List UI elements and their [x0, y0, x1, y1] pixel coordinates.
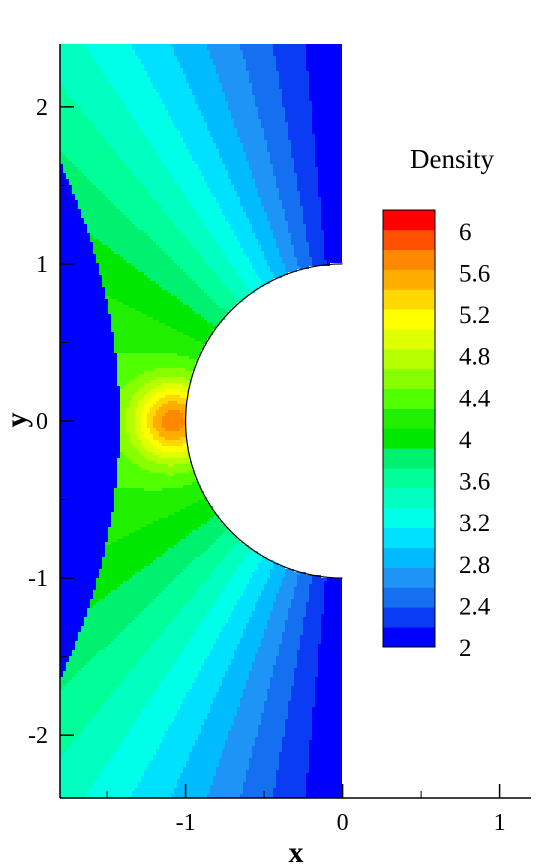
x-tick-label: -1	[176, 810, 196, 836]
y-tick-label: -2	[28, 723, 48, 749]
y-axis-label: y	[0, 413, 33, 428]
legend-swatch	[383, 270, 435, 290]
legend-swatch	[383, 568, 435, 588]
legend-swatch	[383, 488, 435, 508]
legend-label: 2	[459, 635, 472, 662]
x-tick-label: 0	[337, 810, 349, 836]
legend-label: 4	[459, 427, 472, 454]
legend-swatch	[383, 230, 435, 250]
legend-swatch	[383, 369, 435, 389]
legend-swatch	[383, 309, 435, 329]
legend-swatch	[383, 528, 435, 548]
legend-swatch	[383, 448, 435, 468]
legend-swatch	[383, 627, 435, 647]
legend-label: 3.2	[459, 510, 490, 537]
legend-swatch	[383, 349, 435, 369]
legend-label: 2.4	[459, 593, 491, 620]
density-field	[60, 44, 343, 800]
legend-swatch	[383, 429, 435, 449]
legend-swatch	[383, 468, 435, 488]
legend-title: Density	[410, 144, 494, 174]
legend-swatch	[383, 508, 435, 528]
legend-swatch	[383, 210, 435, 230]
legend-swatch	[383, 607, 435, 627]
x-axis-label: x	[289, 836, 304, 868]
legend-label: 2.8	[459, 552, 490, 579]
legend-swatch	[383, 389, 435, 409]
legend-swatch	[383, 250, 435, 270]
legend-swatch	[383, 329, 435, 349]
legend-swatch	[383, 409, 435, 429]
y-tick-label: 0	[36, 409, 48, 435]
x-tick-label: 1	[494, 810, 506, 836]
y-tick-label: 2	[36, 95, 48, 121]
legend-swatch	[383, 587, 435, 607]
legend-label: 3.6	[459, 469, 490, 496]
legend-swatch	[383, 289, 435, 309]
legend-label: 4.8	[459, 344, 490, 371]
legend-label: 6	[459, 219, 472, 246]
legend-swatch	[383, 548, 435, 568]
legend-label: 5.2	[459, 302, 490, 329]
y-tick-label: 1	[36, 252, 48, 278]
color-legend: Density 6 5.6 5.2 4.8 4.4 4 3.6 3.2 2.8 2.4 2	[383, 144, 494, 662]
legend-label: 4.4	[459, 385, 491, 412]
legend-label: 5.6	[459, 260, 490, 287]
y-tick-label: -1	[28, 566, 48, 592]
